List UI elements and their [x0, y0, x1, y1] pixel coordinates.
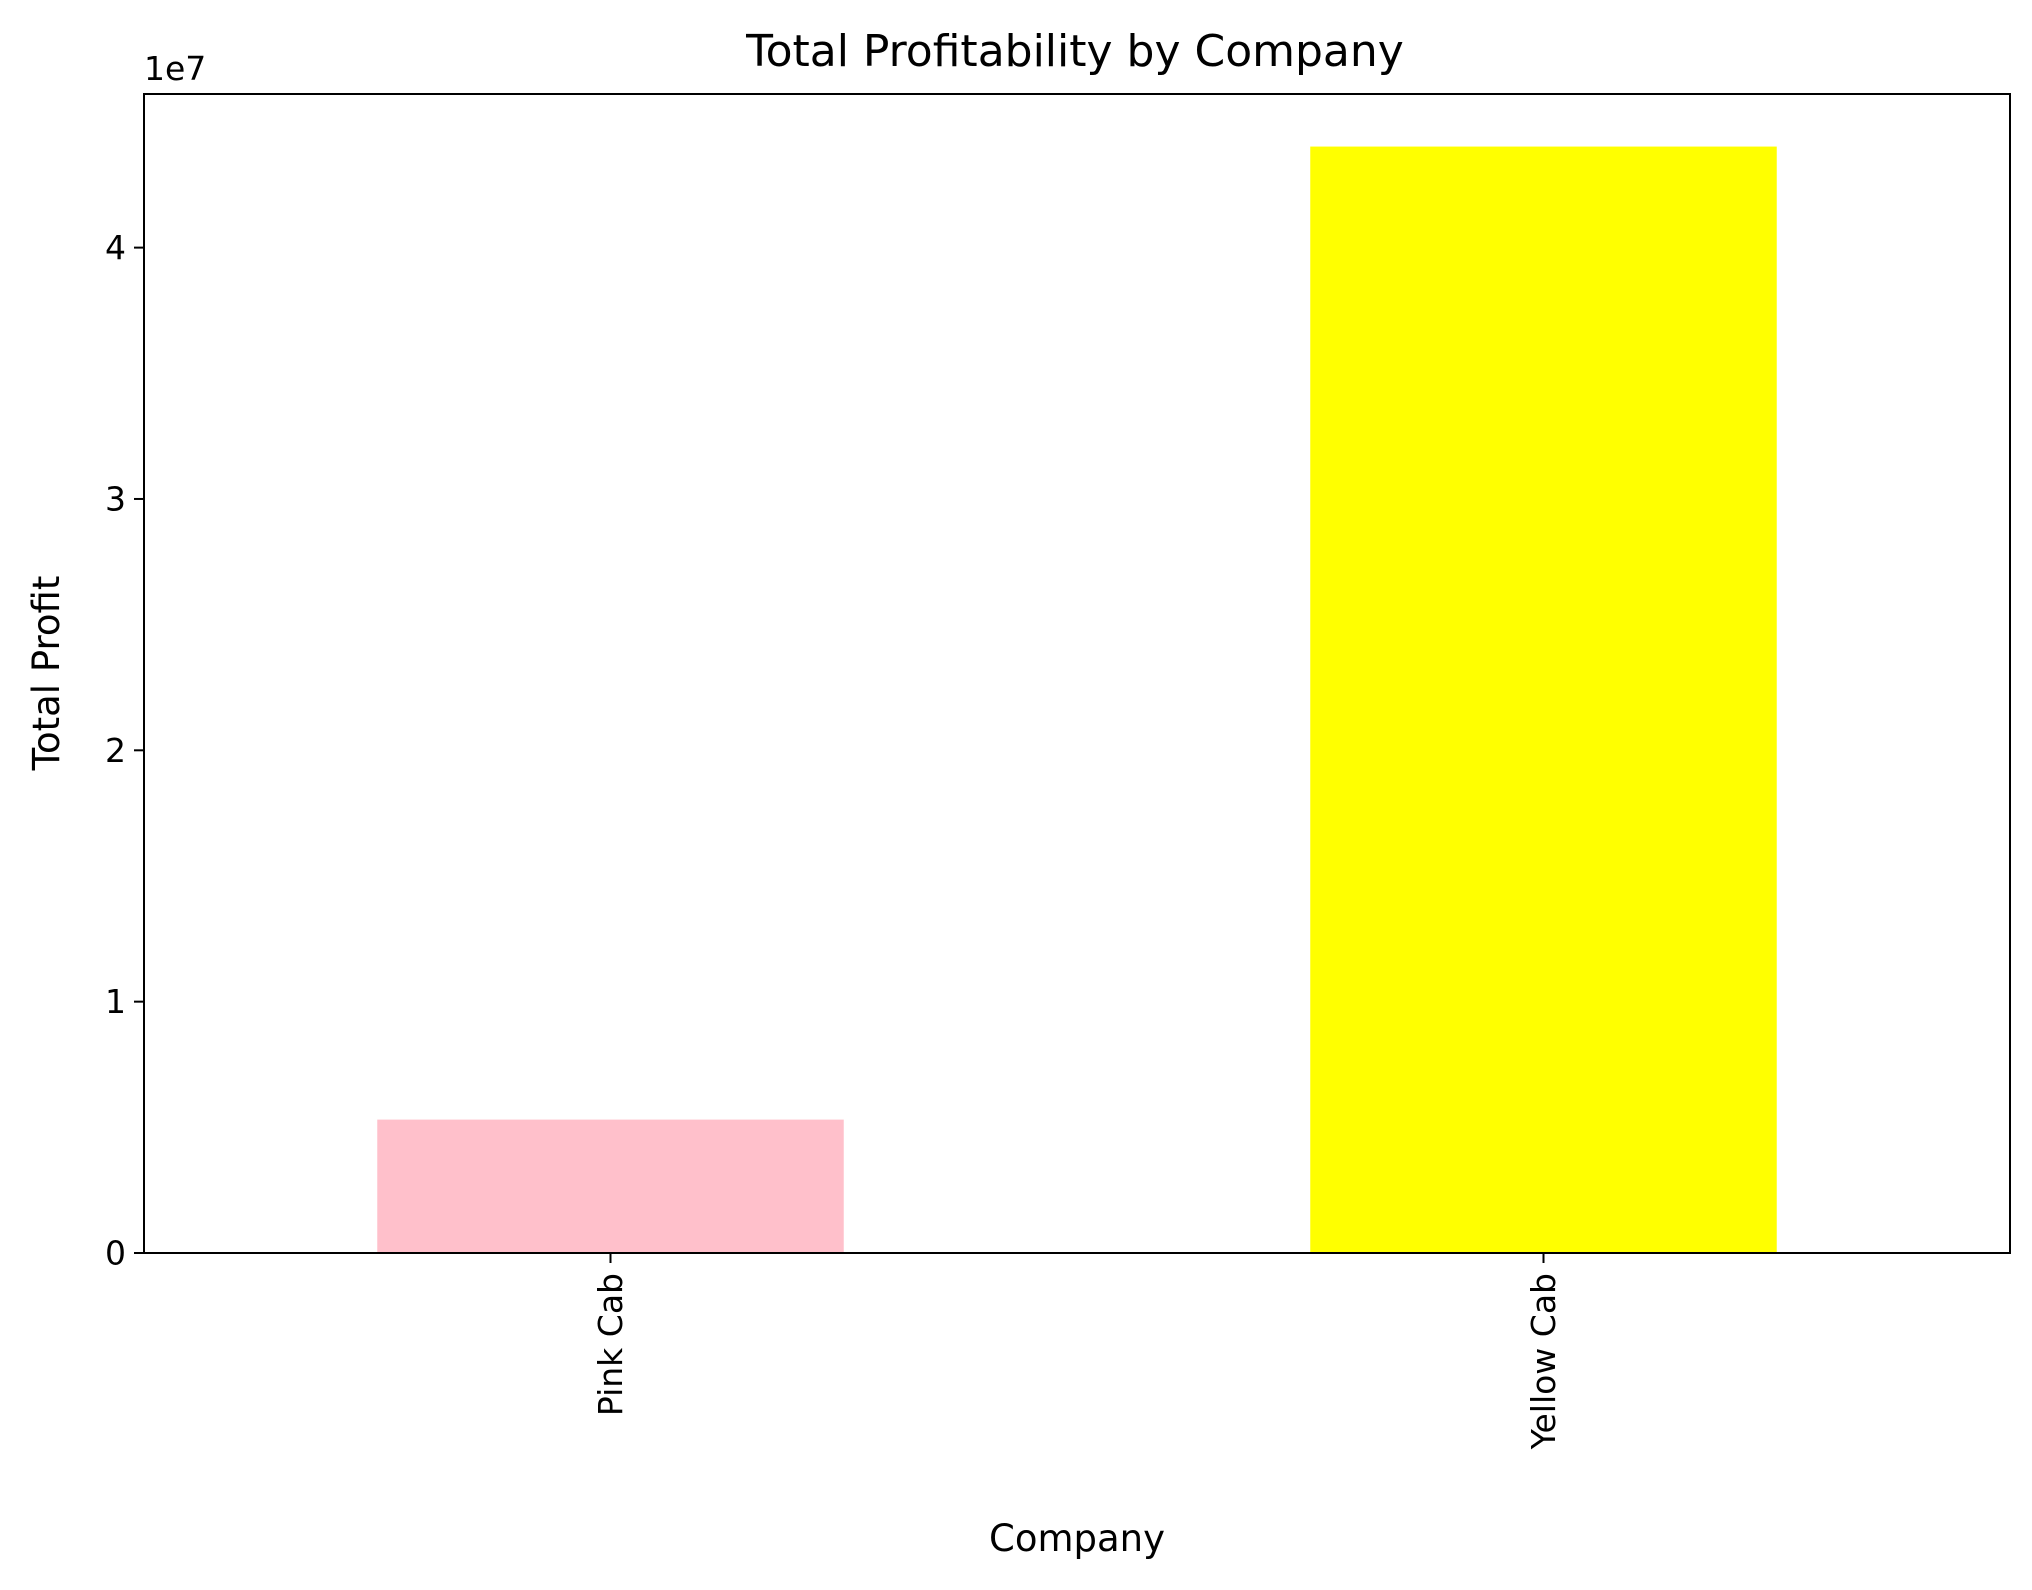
x-axis-ticks: Pink Cab Yellow Cab	[591, 1253, 1563, 1450]
y-tick-label-0: 0	[105, 1234, 126, 1273]
x-axis-label: Company	[989, 1517, 1165, 1560]
plot-frame	[143, 93, 2011, 1254]
y-axis-ticks: 0 1 2 3 4	[105, 228, 144, 1273]
x-tick-label-yellow-cab: Yellow Cab	[1524, 1273, 1563, 1450]
y-axis-offset-text: 1e7	[144, 49, 206, 88]
y-tick-label-1: 1	[105, 982, 126, 1021]
bars-group	[377, 146, 1777, 1253]
y-axis-label: Total Profit	[25, 576, 68, 772]
chart-title: Total Profitability by Company	[745, 26, 1404, 77]
x-tick-label-pink-cab: Pink Cab	[591, 1273, 630, 1416]
bar-pink-cab	[377, 1119, 844, 1253]
bar-yellow-cab	[1310, 146, 1777, 1253]
y-tick-label-2: 2	[105, 731, 126, 770]
y-tick-label-3: 3	[105, 479, 126, 518]
y-tick-label-4: 4	[105, 228, 126, 267]
